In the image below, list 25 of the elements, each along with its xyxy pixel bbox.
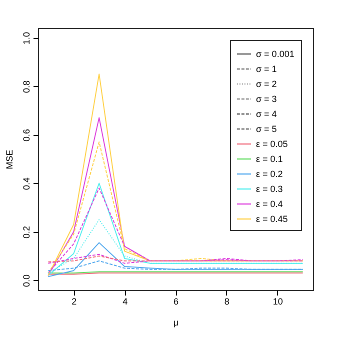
x-axis-title: μ <box>173 318 179 328</box>
legend-label: σ = 4 <box>256 109 277 119</box>
legend-label: ε = 0.1 <box>256 154 283 164</box>
legend-label: σ = 3 <box>256 94 277 104</box>
x-tick-label: 6 <box>173 296 179 306</box>
legend-label: ε = 0.3 <box>256 184 283 194</box>
y-tick-label: 1.0 <box>22 32 32 44</box>
y-tick-label: 0.8 <box>22 80 32 93</box>
x-tick-label: 2 <box>72 296 77 306</box>
legend-label: ε = 0.05 <box>256 139 288 149</box>
legend-label: σ = 2 <box>256 79 277 89</box>
y-axis-title: MSE <box>4 150 14 170</box>
x-tick-label: 4 <box>122 296 128 306</box>
y-tick-label: 0.2 <box>22 226 32 239</box>
legend-label: σ = 0.001 <box>256 49 294 59</box>
x-tick-label: 10 <box>272 296 283 306</box>
legend-label: ε = 0.45 <box>256 214 288 224</box>
legend-label: σ = 5 <box>256 124 277 134</box>
legend-label: ε = 0.2 <box>256 169 283 179</box>
y-tick-label: 0.4 <box>22 178 32 190</box>
legend-label: σ = 1 <box>256 64 277 74</box>
x-tick-label: 8 <box>224 296 230 306</box>
y-tick-label: 0.0 <box>22 274 32 288</box>
y-tick-label: 0.6 <box>22 128 32 142</box>
legend-label: ε = 0.4 <box>256 199 283 209</box>
